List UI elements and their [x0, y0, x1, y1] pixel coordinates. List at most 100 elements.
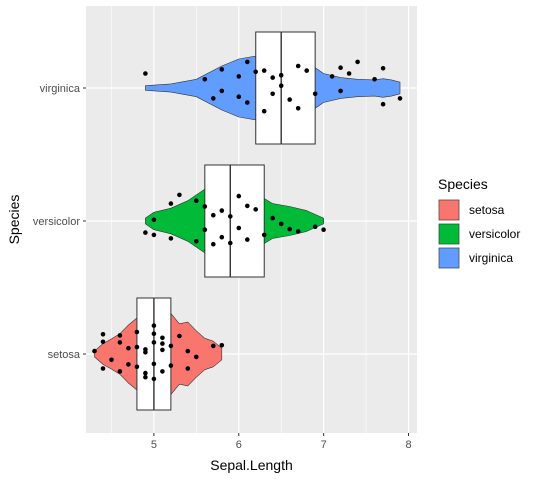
data-point [211, 212, 216, 218]
data-point [236, 74, 242, 79]
series-setosa [92, 297, 225, 411]
data-point [202, 77, 208, 82]
data-point [329, 74, 335, 79]
data-point [278, 221, 284, 227]
box-virginica [255, 31, 316, 145]
data-point [261, 108, 267, 114]
data-point [321, 227, 326, 232]
data-point [253, 207, 258, 212]
y-tick-label: virginica [40, 83, 81, 95]
data-point [126, 362, 131, 367]
legend-label-setosa: setosa [469, 203, 505, 217]
data-point [312, 91, 318, 97]
data-point [160, 369, 165, 374]
data-point [219, 208, 225, 213]
data-point [151, 331, 157, 337]
data-point [236, 225, 242, 231]
data-point [151, 376, 157, 382]
y-tick-label: setosa [48, 349, 81, 361]
data-point [117, 333, 123, 338]
box-versicolor [204, 164, 265, 278]
data-point [143, 347, 148, 352]
y-axis-title: Species [6, 195, 22, 245]
data-point [228, 240, 233, 246]
data-point [278, 72, 284, 78]
data-point [228, 214, 233, 219]
data-point [126, 345, 131, 351]
data-point [338, 88, 343, 94]
data-point [185, 366, 191, 371]
data-point [245, 59, 250, 65]
data-point [236, 94, 242, 99]
legend-key-virginica [438, 247, 460, 269]
data-point [372, 77, 377, 82]
data-point [287, 97, 293, 102]
legend-key-setosa [438, 199, 460, 221]
data-point [219, 234, 225, 240]
data-point [160, 341, 165, 346]
data-point [117, 340, 123, 345]
legend-label-virginica: virginica [469, 251, 513, 265]
data-point [194, 198, 199, 203]
data-point [134, 329, 140, 335]
data-point [211, 343, 216, 349]
data-point [109, 357, 114, 363]
data-point [151, 232, 157, 238]
data-point [177, 333, 182, 339]
data-point [143, 374, 148, 380]
data-point [194, 239, 199, 244]
data-point [295, 106, 301, 111]
data-point [151, 361, 157, 367]
data-point [143, 71, 148, 76]
x-tick-label: 5 [151, 439, 157, 451]
series-virginica [143, 31, 403, 145]
data-point [380, 66, 386, 71]
data-point [295, 63, 301, 69]
data-point [211, 96, 216, 101]
data-point [143, 230, 148, 235]
data-point [219, 343, 225, 348]
legend-key-versicolor [438, 223, 460, 245]
data-point [312, 224, 318, 230]
data-point [202, 204, 208, 209]
data-point [151, 340, 157, 345]
data-point [278, 83, 284, 88]
legend: Species setosa versicolor virginica [438, 176, 520, 269]
x-tick-label: 6 [236, 439, 242, 451]
legend-title: Species [438, 176, 488, 192]
data-point [151, 323, 157, 328]
data-point [100, 332, 106, 337]
data-point [211, 241, 216, 247]
data-point [287, 226, 293, 232]
data-point [202, 227, 208, 232]
data-point [261, 232, 267, 238]
data-point [134, 364, 140, 370]
data-point [185, 348, 191, 354]
data-point [346, 71, 352, 76]
data-point [338, 65, 343, 70]
x-tick-label: 8 [405, 439, 411, 451]
data-point [117, 369, 123, 374]
data-point [236, 193, 242, 199]
data-point [219, 67, 225, 72]
data-point [100, 339, 106, 345]
data-point [245, 100, 250, 105]
data-point [380, 101, 386, 107]
data-point [245, 237, 250, 242]
x-axis-title: Sepal.Length [210, 457, 293, 473]
data-point [168, 201, 174, 206]
data-point [261, 68, 267, 73]
data-point [100, 366, 106, 371]
data-point [194, 354, 199, 360]
data-point [397, 96, 403, 101]
x-tick-label: 7 [321, 439, 327, 451]
y-tick-label: versicolor [33, 216, 80, 228]
data-point [270, 75, 276, 80]
data-point [151, 217, 157, 223]
data-point [168, 343, 174, 349]
data-point [160, 347, 165, 353]
data-point [168, 236, 174, 241]
series-versicolor [143, 164, 326, 278]
data-point [245, 203, 250, 209]
